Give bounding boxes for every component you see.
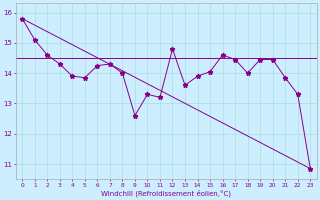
X-axis label: Windchill (Refroidissement éolien,°C): Windchill (Refroidissement éolien,°C) <box>101 189 231 197</box>
